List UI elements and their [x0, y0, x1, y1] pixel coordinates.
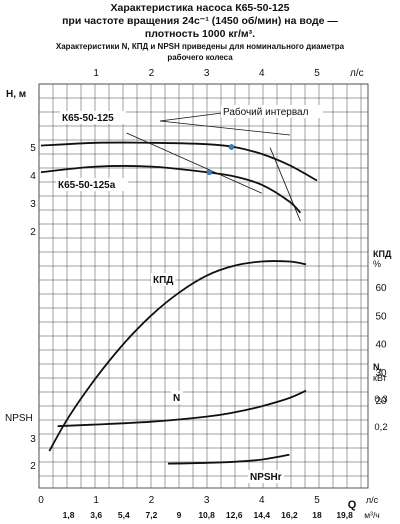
power-axis-tick: 0,2: [374, 422, 387, 433]
title-line-3: плотность 1000 кг/м³.: [144, 28, 256, 40]
bottom-axis-m3h-tick: 5,4: [118, 510, 130, 520]
top-axis-tick-label: 4: [259, 68, 265, 79]
efficiency-axis-tick: 20: [375, 396, 387, 407]
bottom-axis-m3h-tick: 10,8: [198, 510, 215, 520]
working-interval-line: [269, 147, 301, 222]
series-line-power: [57, 389, 307, 428]
bottom-axis-m3h-tick: 18: [312, 510, 322, 520]
efficiency-axis-unit: %: [373, 259, 381, 269]
head-curve-label: К65-50-125: [62, 113, 114, 124]
head-axis-tick: 4: [30, 171, 36, 182]
chart-title: Характеристика насоса К65-50-125 при час…: [0, 2, 400, 63]
bottom-axis-m3h-unit: м³/ч: [364, 510, 379, 520]
efficiency-axis-tick: 60: [375, 283, 387, 294]
bottom-axis-m3h-tick: 14,4: [254, 510, 271, 520]
working-interval-label: Рабочий интервал: [223, 106, 309, 118]
bottom-axis-ls-tick: 3: [204, 495, 210, 506]
npsh-axis-label: NPSH: [5, 413, 33, 424]
bottom-axis-m3h-tick: 9: [177, 510, 182, 520]
label-background: [248, 470, 284, 483]
power-axis-tick: 0,3: [374, 394, 387, 405]
top-axis-tick-label: 5: [314, 68, 320, 79]
power-curve-label: N: [173, 393, 180, 404]
plot-frame: [38, 83, 369, 489]
npsh-axis-tick: 3: [30, 434, 36, 445]
npsh-curve-label: NPSHr: [250, 472, 282, 483]
bottom-axis-ls-tick: 0: [38, 495, 44, 506]
label-background: [56, 178, 128, 191]
bottom-axis-m3h-tick: 19,8: [336, 510, 353, 520]
title-line-1: Характеристика насоса К65-50-125: [110, 2, 290, 14]
title-line-2: при частоте вращения 24с⁻¹ (1450 об/мин)…: [62, 15, 338, 27]
head-axis-label: H, м: [6, 89, 26, 100]
bottom-axis-ls-unit: л/с: [366, 495, 379, 505]
efficiency-axis-label: КПД: [373, 249, 392, 259]
efficiency-axis-tick: 40: [375, 340, 387, 351]
working-interval-line: [126, 132, 262, 194]
efficiency-axis-tick: 50: [375, 311, 387, 322]
head-curve-label: К65-50-125а: [58, 180, 116, 191]
rated-point: [228, 144, 235, 150]
top-axis-tick-label: 3: [204, 68, 210, 79]
bottom-axis-m3h-tick: 7,2: [145, 510, 157, 520]
bottom-axis-m3h-tick: 3,6: [90, 510, 102, 520]
power-axis-label: N,: [373, 362, 382, 372]
top-axis-unit-label: л/с: [350, 68, 364, 79]
label-background: [171, 391, 183, 404]
working-interval-leader: [159, 112, 223, 122]
series-line-npsh: [167, 453, 290, 465]
head-axis-tick: 3: [30, 199, 36, 210]
bottom-axis-m3h-tick: 12,6: [226, 510, 243, 520]
title-note-2: рабочего колеса: [167, 53, 233, 62]
top-axis-tick-label: 2: [149, 68, 155, 79]
working-interval-leader: [159, 120, 291, 136]
bottom-axis-m3h-tick: 16,2: [281, 510, 298, 520]
bottom-axis-ls-tick: 4: [259, 495, 265, 506]
rated-point: [206, 169, 213, 176]
label-background: [60, 111, 126, 124]
bottom-axis-q-label: Q: [348, 499, 357, 511]
series-line-efficiency: [48, 260, 307, 452]
efficiency-curve-label: КПД: [153, 275, 173, 286]
bottom-axis-ls-tick: 5: [314, 495, 320, 506]
power-axis-unit: кВт: [373, 373, 387, 383]
head-axis-tick: 5: [30, 143, 36, 154]
series-line-head: [40, 165, 302, 214]
npsh-axis-tick: 2: [30, 461, 36, 472]
label-background: [221, 105, 323, 118]
series-line-head: [40, 141, 318, 182]
bottom-axis-ls-tick: 2: [149, 495, 155, 506]
top-axis-tick-label: 1: [93, 68, 99, 79]
efficiency-axis-tick: 30: [375, 368, 387, 379]
title-note-1: Характеристики N, КПД и NPSH приведены д…: [55, 42, 345, 51]
bottom-axis-m3h-tick: 1,8: [63, 510, 75, 520]
head-axis-tick: 2: [30, 227, 36, 238]
bottom-axis-ls-tick: 1: [93, 495, 99, 506]
label-background: [151, 273, 175, 286]
